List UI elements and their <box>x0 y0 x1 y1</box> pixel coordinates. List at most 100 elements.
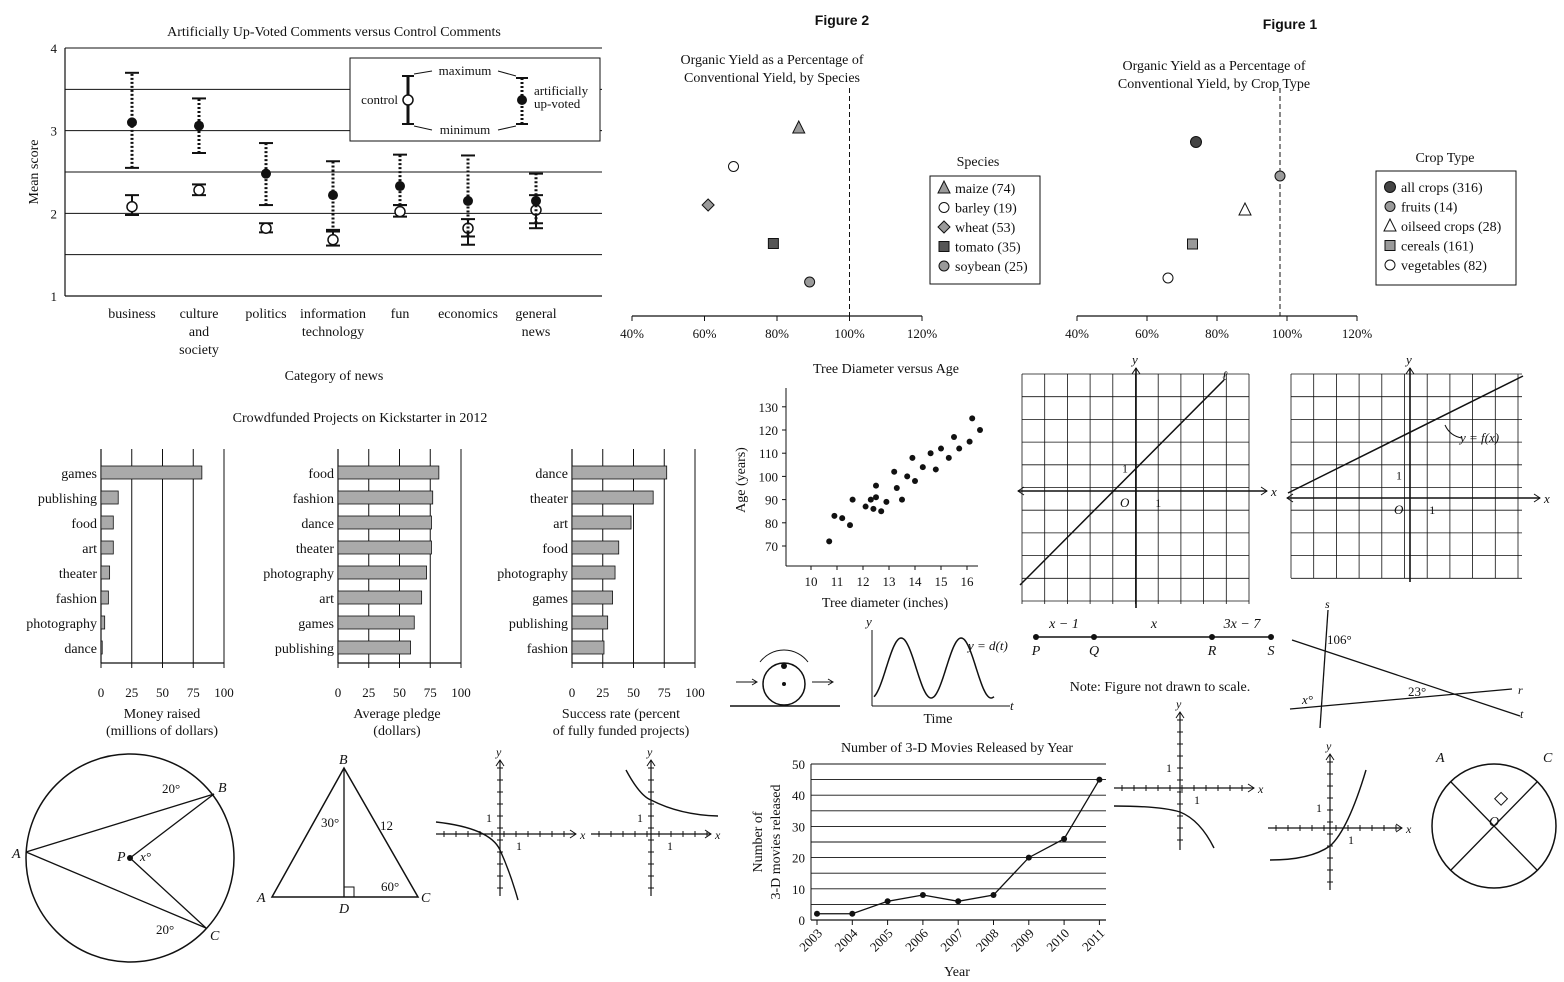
control-mean-point <box>193 184 205 196</box>
sketch-x-one: 1 <box>1194 793 1200 807</box>
movies-x-tick-label: 2009 <box>1008 926 1037 955</box>
figure2-legend: maize (74) barley (19) wheat (53) tomato (3… <box>937 179 1028 275</box>
movies-x-tick-label: 2003 <box>796 926 825 955</box>
line-fx <box>1287 375 1524 494</box>
line-l <box>1019 379 1225 586</box>
movies-chart: Number of 3-D Movies Released by Year 0 1… <box>751 741 1108 980</box>
tree-point <box>966 438 973 445</box>
figure2-title-1: Organic Yield as a Percentage of <box>680 53 863 68</box>
seg-point-s: S <box>1268 644 1275 659</box>
ks-x-tick-label: 0 <box>569 685 576 700</box>
upvoted-mean-point <box>463 195 473 206</box>
circle-label-a: A <box>11 847 21 862</box>
axes-sketch-4: x y 1 1 <box>1268 739 1412 890</box>
movies-point <box>814 910 820 917</box>
tri-label-b: B <box>339 753 348 768</box>
axes-sketch-2: x y 1 1 <box>591 745 721 896</box>
movies-point <box>849 910 856 917</box>
axes-sketch-3: x y 1 1 <box>1113 697 1264 850</box>
movies-y-tick-label: 20 <box>792 851 805 866</box>
tri-side-12: 12 <box>380 818 393 833</box>
yield-point <box>1162 272 1174 284</box>
upvoted-mean-point <box>261 168 271 179</box>
grid-x-one: 1 <box>1429 503 1435 517</box>
ks-category-label: dance <box>64 642 97 657</box>
sketch-y-label: y <box>495 745 502 759</box>
tree-point <box>891 468 898 475</box>
tri-angle-30: 30° <box>321 815 339 830</box>
ks1-xlabel-2: (millions of dollars) <box>106 724 218 739</box>
movies-xlabel: Year <box>944 965 970 980</box>
figure1-title-2: Conventional Yield, by Crop Type <box>1118 77 1310 92</box>
tree-point <box>862 503 869 510</box>
tree-y-tick-label: 100 <box>759 469 779 484</box>
tree-chart: Tree Diameter versus Age 10 11 12 13 14 15 16 7… <box>734 362 983 611</box>
ks-x-tick-label: 25 <box>596 685 609 700</box>
sketch-y-one: 1 <box>637 811 643 825</box>
yield-point <box>804 276 816 288</box>
circle-label-b: B <box>218 781 227 796</box>
control-mean-point <box>394 205 406 218</box>
ks-bar <box>571 590 613 605</box>
sketch-y-label: y <box>1325 739 1332 753</box>
tree-x-tick-label: 14 <box>909 574 923 589</box>
ks-bar <box>100 640 103 655</box>
legend-maximum-label: maximum <box>439 63 492 78</box>
legend-marker <box>1384 201 1396 212</box>
legend-entry: barley (19) <box>955 202 1017 217</box>
tree-point <box>839 515 846 522</box>
tree-point <box>867 496 874 503</box>
ks-category-label: fashion <box>293 492 334 507</box>
tree-point <box>878 508 885 515</box>
tree-point <box>847 522 853 529</box>
ks1-xlabel-1: Money raised <box>124 707 201 722</box>
movies-y-tick-label: 10 <box>792 882 805 897</box>
tree-title: Tree Diameter versus Age <box>813 362 959 377</box>
movies-y-tick-label: 30 <box>792 819 805 834</box>
movies-point <box>990 892 997 899</box>
tree-point <box>977 427 983 433</box>
legend-minimum-label: minimum <box>440 122 491 137</box>
tree-x-tick-label: 15 <box>935 574 948 589</box>
figure1-chart: Figure 1 Organic Yield as a Percentage o… <box>1065 16 1517 341</box>
ks-category-label: theater <box>530 492 568 507</box>
seg-label-3: 3x − 7 <box>1223 617 1262 632</box>
tree-x-tick-label: 12 <box>857 574 870 589</box>
circle-p-figure: A B C P x° 20° 20° <box>11 753 235 963</box>
circle2-label-a: A <box>1435 751 1445 766</box>
figure1-x-ticks: 40% 60% 80% 100% 120% <box>1065 316 1372 341</box>
wave-y-axis: y <box>864 614 872 629</box>
line-r-label: r <box>1518 683 1523 697</box>
legend-entry: soybean (25) <box>955 260 1028 275</box>
legend-control-marker <box>402 94 414 106</box>
control-mean-point <box>126 200 138 213</box>
sketch-x-arrow <box>1247 783 1255 793</box>
tri-label-a: A <box>256 891 266 906</box>
upvote-category-label: culture <box>180 307 219 322</box>
tree-point <box>912 478 918 485</box>
ks-category-label: food <box>542 542 568 557</box>
angle-23-label: 23° <box>1408 684 1426 699</box>
sketch-curve <box>435 821 519 901</box>
x-tick-label: 40% <box>620 326 644 341</box>
circle-label-p: P <box>116 850 126 865</box>
ks-x-tick-label: 25 <box>125 685 138 700</box>
axes-sketch-1: x y 1 1 <box>435 745 586 901</box>
wave-curve <box>873 637 995 699</box>
figure1-marks <box>1162 88 1286 316</box>
sketch-x-arrow <box>1395 823 1403 833</box>
ks-bar <box>100 590 109 605</box>
tri-angle-60: 60° <box>381 879 399 894</box>
tree-x-tick-label: 11 <box>831 574 844 589</box>
upvote-title: Artificially Up-Voted Comments versus Co… <box>167 25 501 40</box>
ks-bar <box>337 465 440 480</box>
x-tick-label: 80% <box>1205 326 1229 341</box>
yield-point <box>701 198 715 212</box>
tree-y-tick-label: 130 <box>759 400 779 415</box>
kickstarter-success-chart: 0 25 50 75 100 dance theater art food photography… <box>497 449 705 700</box>
circle2-label-c: C <box>1543 751 1553 766</box>
grid-x-arrows <box>1017 486 1268 496</box>
sketch-curve <box>625 769 719 817</box>
grid-origin-label: O <box>1394 502 1404 517</box>
